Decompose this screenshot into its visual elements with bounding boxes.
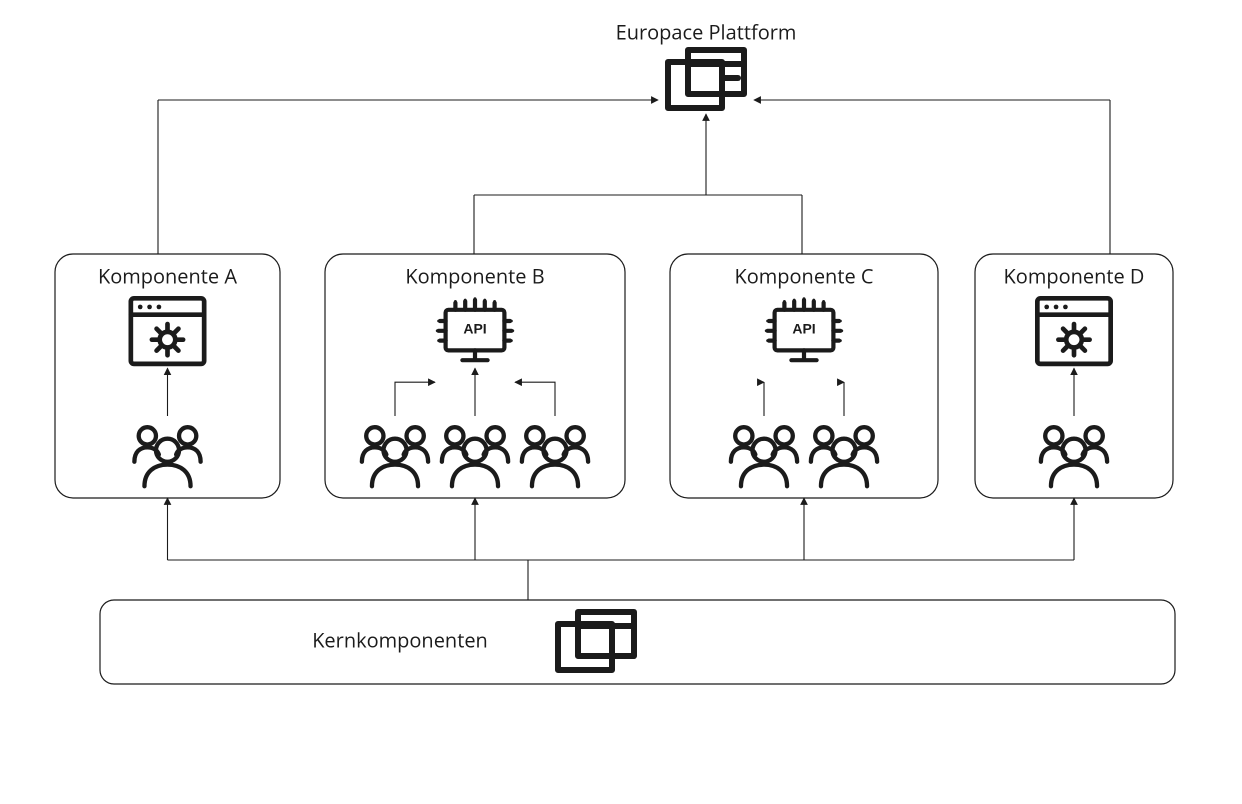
component-B-label: Komponente B bbox=[405, 262, 544, 289]
platform-icon bbox=[668, 50, 744, 108]
team-to-icon-B-2 bbox=[515, 382, 555, 416]
kernkomponenten bbox=[100, 600, 1175, 684]
component-C bbox=[670, 254, 938, 498]
component-A-label: Komponente A bbox=[98, 262, 237, 289]
browser-gear-icon bbox=[1037, 298, 1110, 364]
team-icon bbox=[134, 427, 200, 486]
component-D-label: Komponente D bbox=[1004, 262, 1145, 289]
stacked-windows-icon bbox=[558, 612, 634, 670]
architecture-diagram: API Europace PlattformKomponente AKompon… bbox=[0, 0, 1242, 804]
nodes-layer bbox=[55, 50, 1175, 684]
team-icon bbox=[811, 427, 877, 486]
browser-gear-icon bbox=[131, 298, 204, 364]
platform-title: Europace Plattform bbox=[616, 18, 797, 45]
labels-layer: Europace Plattform Komponente A Komponente… bbox=[98, 18, 1144, 653]
team-icon bbox=[522, 427, 588, 486]
team-to-icon-B-0 bbox=[395, 382, 435, 416]
api-monitor-icon bbox=[436, 297, 514, 360]
team-icon bbox=[362, 427, 428, 486]
component-C-label: Komponente C bbox=[735, 262, 874, 289]
team-icon bbox=[731, 427, 797, 486]
team-icon bbox=[1041, 427, 1107, 486]
kernkomponenten-label: Kernkomponenten bbox=[312, 626, 488, 653]
edges-layer bbox=[158, 100, 1110, 600]
api-monitor-icon bbox=[765, 297, 843, 360]
team-icon bbox=[442, 427, 508, 486]
